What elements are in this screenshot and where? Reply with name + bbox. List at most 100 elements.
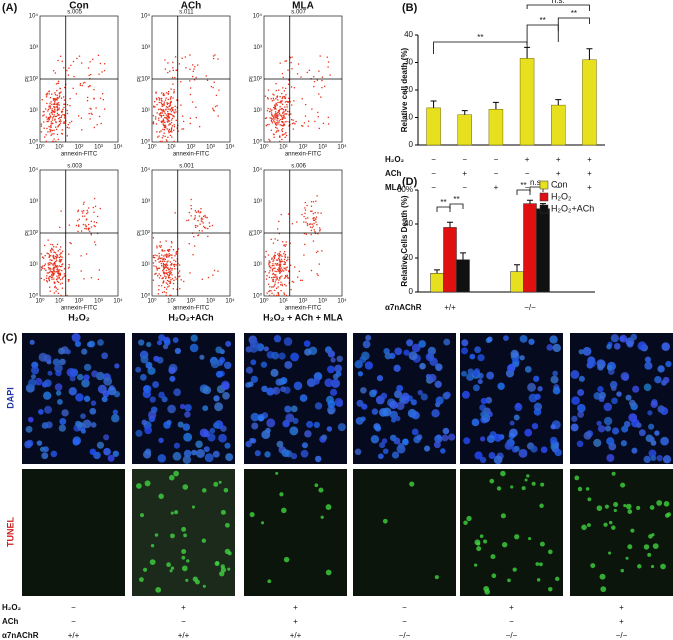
nucleus [636,422,642,428]
tunel-cell [275,471,279,475]
cell-dot [278,258,281,261]
cell-dot [276,277,278,280]
cell-dot [158,255,160,257]
cell-dot [189,272,191,274]
cell-dot [53,246,55,248]
cell-dot [171,119,173,121]
error-bar [514,264,520,272]
cell-dot [283,117,285,119]
cell-dot [58,114,60,116]
cell-dot [58,274,60,276]
nucleus [389,400,398,410]
cell-dot [279,263,281,265]
cell-dot [197,210,199,212]
cell-dot [48,275,51,278]
x-tick-label: 10³ [206,299,215,305]
cell-dot [63,268,66,270]
cell-dot [85,228,88,230]
nucleus [250,375,259,383]
nucleus [381,438,388,444]
cell-dot [165,139,168,141]
nucleus [327,408,335,415]
nucleus [146,341,152,348]
cell-dot [90,277,93,279]
cell-dot [169,276,171,279]
cell-dot [284,97,286,99]
cell-dot [55,99,57,101]
cell-dot [269,108,271,110]
cell-dot [75,93,78,95]
cell-dot [69,105,71,107]
cell-dot [160,108,162,111]
treatment-value: − [431,169,436,178]
nucleus [114,363,120,369]
cell-dot [283,263,285,266]
tunel-cell [600,586,607,593]
cell-dot [182,128,185,130]
cell-dot [103,108,106,110]
cell-dot [167,113,169,115]
cell-dot [278,255,280,257]
cell-dot [165,265,167,268]
nucleus [177,421,184,428]
cell-dot [51,113,54,115]
tunel-cell [660,563,666,570]
tunel-cell [536,578,541,582]
cell-dot [162,266,165,269]
cell-dot [280,254,282,256]
nucleus [50,450,58,458]
cell-dot [311,226,313,229]
cell-dot [59,259,61,261]
nucleus [650,455,657,462]
cell-dot [163,257,165,260]
cell-dot [285,285,287,287]
x-tick-label: 10⁰ [259,298,269,305]
cell-dot [59,122,62,124]
cell-dot [279,118,281,121]
tunel-cell [483,539,488,544]
cell-dot [63,121,65,123]
cell-dot [279,267,281,270]
condition-value: −/− [616,631,628,640]
cell-dot [48,268,50,270]
cell-dot [55,258,57,260]
cell-dot [175,69,177,72]
cell-dot [68,67,70,69]
cell-dot [165,292,167,294]
nucleus [321,434,328,441]
cell-dot [271,268,274,271]
cell-dot [57,102,60,104]
significance-label: ** [540,16,546,25]
cell-dot [161,137,164,139]
error-bar [524,46,531,59]
tunel-cell [577,486,583,492]
cell-dot [163,104,165,106]
tunel-cell [539,541,545,547]
cell-dot [281,260,284,262]
cell-dot [54,255,56,258]
cell-dot [60,258,63,261]
tunel-cell [139,577,144,582]
nucleus [391,451,400,459]
cell-dot [153,265,155,267]
nucleus [360,387,367,394]
cell-dot [286,274,288,276]
cell-dot [168,277,170,279]
nucleus [38,409,44,415]
cell-dot [56,133,59,136]
nucleus [266,418,276,428]
cell-dot [63,103,65,105]
cell-dot [278,252,280,255]
nucleus [493,433,502,442]
cell-dot [155,123,158,125]
cell-dot [165,106,168,108]
cell-dot [270,119,273,122]
nucleus [472,384,480,392]
nucleus [245,440,252,448]
panel-label: (B) [402,2,418,14]
cell-dot [56,280,59,283]
cell-dot [67,74,70,76]
nucleus [61,409,69,417]
cell-dot [181,57,183,59]
nucleus [65,349,71,355]
